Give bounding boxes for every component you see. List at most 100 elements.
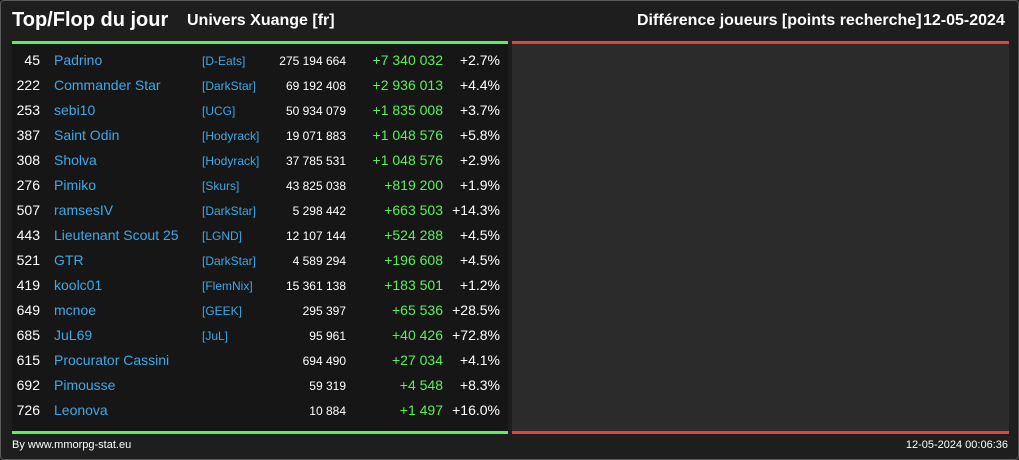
player-points: 295 397 (302, 304, 346, 318)
points-difference: +1 048 576 (372, 127, 443, 143)
player-rank: 308 (16, 152, 40, 168)
alliance-tag-link[interactable]: [UCG] (202, 104, 236, 118)
player-name-link[interactable]: JuL69 (54, 327, 93, 343)
table-row: 615 Procurator Cassini 694 490 +27 034 +4.1% (12, 349, 508, 374)
player-points: 12 107 144 (285, 229, 346, 243)
player-rank: 387 (16, 127, 40, 143)
gainers-bottom-divider (12, 431, 508, 434)
player-points: 19 071 883 (285, 129, 346, 143)
table-row: 521 GTR [DarkStar] 4 589 294 +196 608 +4.5% (12, 249, 508, 274)
table-row: 726 Leonova 10 884 +1 497 +16.0% (12, 399, 508, 424)
points-difference: +663 503 (384, 202, 443, 218)
alliance-tag-link[interactable]: [FlemNix] (202, 279, 253, 293)
player-rank: 253 (16, 102, 40, 118)
player-rank: 419 (16, 277, 40, 293)
player-points: 15 361 138 (285, 279, 346, 293)
percent-change: +28.5% (452, 302, 500, 318)
table-row: 387 Saint Odin [Hodyrack] 19 071 883 +1 048 … (12, 124, 508, 149)
percent-change: +5.8% (459, 127, 500, 143)
player-rank: 45 (24, 52, 40, 68)
alliance-tag-link[interactable]: [DarkStar] (202, 79, 257, 93)
player-name-link[interactable]: Lieutenant Scout 25 (54, 227, 179, 243)
header-date: 12-05-2024 (923, 12, 1005, 29)
percent-change: +4.4% (459, 77, 500, 93)
top-gainers-panel: 45 Padrino [D-Eats] 275 194 664 +7 340 032 +2… (12, 44, 508, 431)
player-rank: 649 (16, 302, 40, 318)
alliance-tag-link[interactable]: [GEEK] (202, 304, 243, 318)
table-row: 276 Pimiko [Skurs] 43 825 038 +819 200 +1.9% (12, 174, 508, 199)
player-rank: 222 (16, 77, 40, 93)
player-name-link[interactable]: Procurator Cassini (54, 352, 170, 368)
points-difference: +183 501 (384, 277, 443, 293)
points-difference: +40 426 (392, 327, 443, 343)
table-row: 649 mcnoe [GEEK] 295 397 +65 536 +28.5% (12, 299, 508, 324)
player-name-link[interactable]: Pimousse (54, 377, 116, 393)
points-difference: +27 034 (392, 352, 443, 368)
alliance-tag-link[interactable]: [Skurs] (202, 179, 240, 193)
player-name-link[interactable]: Padrino (54, 52, 103, 68)
player-rank: 685 (16, 327, 40, 343)
alliance-tag-link[interactable]: [LGND] (202, 229, 243, 243)
header: Top/Flop du jour Univers Xuange [fr] Dif… (1, 1, 1018, 41)
player-points: 10 884 (309, 404, 346, 418)
percent-change: +4.5% (459, 227, 500, 243)
table-row: 308 Sholva [Hodyrack] 37 785 531 +1 048 576 +… (12, 149, 508, 174)
top-losers-panel (512, 44, 1009, 431)
player-rank: 615 (16, 352, 40, 368)
losers-bottom-divider (512, 431, 1009, 434)
player-rank: 443 (16, 227, 40, 243)
player-points: 37 785 531 (285, 154, 346, 168)
points-difference: +65 536 (392, 302, 443, 318)
table-row: 685 JuL69 [JuL] 95 961 +40 426 +72.8% (12, 324, 508, 349)
player-name-link[interactable]: koolc01 (54, 277, 103, 293)
table-row: 419 koolc01 [FlemNix] 15 361 138 +183 501 +1.… (12, 274, 508, 299)
top-gainers-list: 45 Padrino [D-Eats] 275 194 664 +7 340 032 +2… (12, 49, 508, 424)
footer-timestamp: 12-05-2024 00:06:36 (905, 439, 1008, 451)
alliance-tag-link[interactable]: [DarkStar] (202, 254, 257, 268)
player-points: 694 490 (302, 354, 346, 368)
player-name-link[interactable]: Sholva (54, 152, 97, 168)
points-difference: +196 608 (384, 252, 443, 268)
page-title: Top/Flop du jour (12, 9, 169, 31)
points-difference: +1 835 008 (372, 102, 443, 118)
player-rank: 507 (16, 202, 40, 218)
alliance-tag-link[interactable]: [Hodyrack] (202, 154, 260, 168)
player-points: 50 934 079 (285, 104, 346, 118)
percent-change: +4.5% (459, 252, 500, 268)
alliance-tag-link[interactable]: [DarkStar] (202, 204, 257, 218)
universe-label: Univers Xuange [fr] (187, 12, 335, 29)
percent-change: +8.3% (459, 377, 500, 393)
points-difference: +1 048 576 (372, 152, 443, 168)
alliance-tag-link[interactable]: [D-Eats] (202, 54, 246, 68)
percent-change: +1.9% (459, 177, 500, 193)
table-row: 692 Pimousse 59 319 +4 548 +8.3% (12, 374, 508, 399)
player-name-link[interactable]: Leonova (54, 402, 108, 418)
footer-credit[interactable]: By www.mmorpg-stat.eu (12, 439, 132, 451)
alliance-tag-link[interactable]: [Hodyrack] (202, 129, 260, 143)
player-name-link[interactable]: Pimiko (54, 177, 97, 193)
metric-label: Différence joueurs [points recherche] (637, 12, 922, 29)
percent-change: +3.7% (459, 102, 500, 118)
player-name-link[interactable]: Commander Star (54, 77, 161, 93)
alliance-tag-link[interactable]: [JuL] (202, 329, 229, 343)
percent-change: +4.1% (459, 352, 500, 368)
player-name-link[interactable]: mcnoe (54, 302, 97, 318)
table-row: 45 Padrino [D-Eats] 275 194 664 +7 340 032 +2… (12, 49, 508, 74)
player-name-link[interactable]: GTR (54, 252, 84, 268)
player-name-link[interactable]: Saint Odin (54, 127, 120, 143)
player-points: 5 298 442 (292, 204, 346, 218)
points-difference: +2 936 013 (372, 77, 443, 93)
top-gainers-divider (12, 41, 508, 44)
player-name-link[interactable]: ramsesIV (54, 202, 114, 218)
table-row: 253 sebi10 [UCG] 50 934 079 +1 835 008 +3.7% (12, 99, 508, 124)
points-difference: +524 288 (384, 227, 443, 243)
player-points: 4 589 294 (292, 254, 346, 268)
player-rank: 692 (16, 377, 40, 393)
player-name-link[interactable]: sebi10 (54, 102, 96, 118)
percent-change: +2.7% (459, 52, 500, 68)
points-difference: +819 200 (384, 177, 443, 193)
player-points: 43 825 038 (285, 179, 346, 193)
player-points: 95 961 (309, 329, 346, 343)
player-points: 59 319 (309, 379, 346, 393)
top-losers-divider (512, 41, 1009, 44)
